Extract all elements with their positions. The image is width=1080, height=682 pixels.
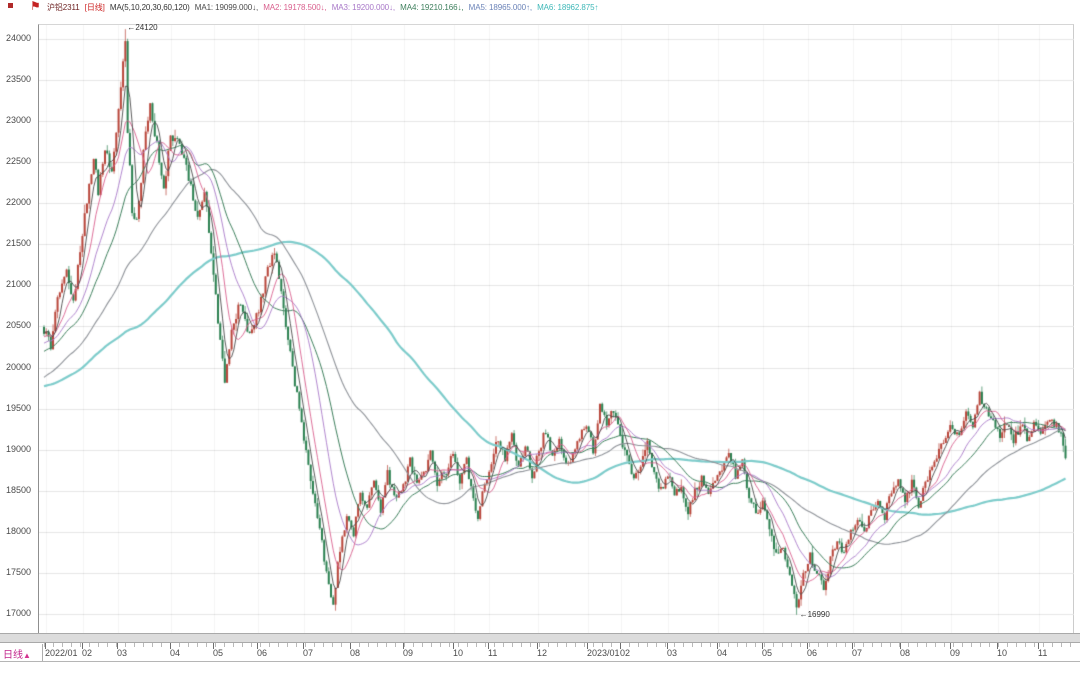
date-axis: 日线▲ 2022/01 02 03 04 05 06 07 08 09 10 11 12 2023/01…	[0, 643, 1080, 662]
month-label: 2023/01	[587, 648, 620, 658]
month-label: 08	[900, 648, 911, 658]
month-label: 06	[257, 648, 268, 658]
contract-title: 沪铝2311	[47, 3, 80, 12]
major-tick	[1038, 643, 1039, 649]
major-tick	[350, 643, 351, 649]
ma1-value: MA1: 19099.000↓,	[194, 3, 259, 12]
month-label: 08	[350, 648, 361, 658]
major-tick	[403, 643, 404, 649]
month-label: 04	[170, 648, 181, 658]
major-tick	[807, 643, 808, 649]
ma4-value: MA4: 19210.166↓,	[400, 3, 464, 12]
y-axis-label: 22000	[5, 197, 31, 208]
y-axis-label: 21500	[5, 238, 31, 249]
ma-settings-label: MA(5,10,20,30,60,120)	[109, 3, 190, 12]
y-axis-label: 21000	[5, 279, 31, 290]
major-tick	[900, 643, 901, 649]
indicator-readout: 沪铝2311 [日线] MA(5,10,20,30,60,120) MA1: 1…	[47, 2, 601, 13]
month-label: 02	[82, 648, 93, 658]
y-axis-label: 20000	[5, 361, 31, 372]
month-label: 02	[620, 648, 631, 658]
ma2-value: MA2: 19178.500↓,	[263, 3, 327, 12]
month-label: 06	[807, 648, 818, 658]
y-axis-label: 23000	[5, 115, 31, 126]
month-label: 05	[762, 648, 773, 658]
candlestick-chart[interactable]	[39, 25, 1074, 633]
month-label: 11	[1038, 648, 1048, 658]
y-axis-label: 23500	[5, 74, 31, 85]
y-axis-label: 18000	[5, 525, 31, 536]
major-tick	[717, 643, 718, 649]
major-tick	[82, 643, 83, 649]
major-tick	[213, 643, 214, 649]
month-label: 09	[950, 648, 961, 658]
y-axis-label: 17000	[5, 607, 31, 618]
month-label: 12	[537, 648, 548, 658]
major-tick	[852, 643, 853, 649]
month-label: 11	[488, 648, 498, 658]
major-tick	[587, 643, 588, 649]
major-tick	[303, 643, 304, 649]
major-tick	[620, 643, 621, 649]
major-tick	[117, 643, 118, 649]
y-axis-label: 22500	[5, 156, 31, 167]
corner-marker-icon	[8, 3, 13, 8]
month-label: 10	[997, 648, 1008, 658]
major-tick	[45, 643, 46, 649]
y-axis-label: 19500	[5, 402, 31, 413]
y-axis-label: 20500	[5, 320, 31, 331]
month-label: 07	[303, 648, 314, 658]
major-tick	[762, 643, 763, 649]
horizontal-scrollbar[interactable]	[0, 633, 1080, 643]
plot-area	[38, 24, 1074, 633]
y-axis-label: 24000	[5, 33, 31, 43]
ma6-value: MA6: 18962.875↑	[537, 3, 599, 12]
month-label: 04	[717, 648, 728, 658]
major-tick	[667, 643, 668, 649]
month-label: 2022/01	[45, 648, 78, 658]
major-tick	[537, 643, 538, 649]
month-label: 03	[667, 648, 678, 658]
y-axis-label: 18500	[5, 484, 31, 495]
major-tick	[997, 643, 998, 649]
month-label: 07	[852, 648, 863, 658]
major-tick	[950, 643, 951, 649]
major-tick	[170, 643, 171, 649]
low-annotation: ←16990	[799, 609, 830, 619]
period-tag: [日线]	[84, 3, 105, 12]
minor-ticks	[44, 643, 1074, 647]
major-tick	[257, 643, 258, 649]
triangle-up-icon: ▲	[23, 651, 31, 660]
month-label: 10	[453, 648, 464, 658]
ma5-value: MA5: 18965.000↑,	[468, 3, 532, 12]
month-label: 03	[117, 648, 128, 658]
chart-header: ⚑ 沪铝2311 [日线] MA(5,10,20,30,60,120) MA1:…	[0, 0, 1080, 16]
y-axis-label: 19000	[5, 443, 31, 454]
flag-icon[interactable]: ⚑	[30, 0, 41, 13]
period-label: 日线	[3, 650, 23, 661]
axis-separator	[42, 644, 43, 661]
month-label: 05	[213, 648, 224, 658]
major-tick	[453, 643, 454, 649]
high-annotation: ←24120	[127, 23, 158, 33]
y-axis: 24000 23500 23000 22500 22000 21500 21000 20500…	[0, 0, 36, 633]
y-axis-label: 17500	[5, 566, 31, 577]
ma3-value: MA3: 19200.000↓,	[331, 3, 396, 12]
period-selector[interactable]: 日线▲	[3, 646, 31, 661]
month-label: 09	[403, 648, 414, 658]
major-tick	[488, 643, 489, 649]
